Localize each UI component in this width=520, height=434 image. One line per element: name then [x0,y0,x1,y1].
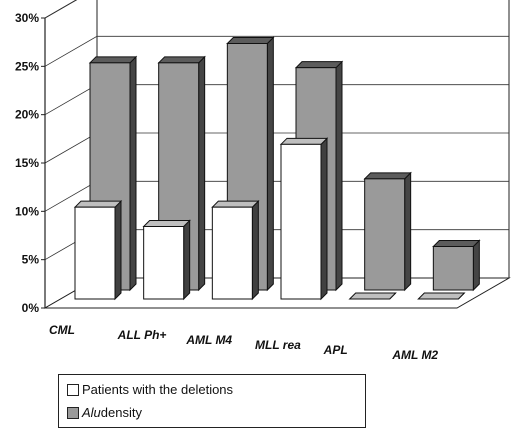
x-category-label: APL [323,343,348,357]
bar-alu-density-side [266,36,274,292]
bar-alu-density [432,246,474,291]
bar-patients-deletions-top [348,292,397,300]
bar-patients-deletions-top [211,200,260,208]
x-category-label: CML [49,323,75,337]
bar-patients-deletions-top [142,220,191,227]
x-category-label: AML M4 [185,333,232,347]
legend-item-patients: Patients with the deletions [67,382,233,397]
y-tick-label: 15% [15,156,39,170]
bar-alu-density-top [157,56,206,64]
chart-legend: Patients with the deletions Alu density [58,374,366,428]
gridline [44,35,509,67]
bar-alu-density [364,178,406,291]
bar-patients-deletions-side [251,199,259,301]
bar-patients-deletions-side [183,219,191,301]
bar-patients-deletions-side [114,199,122,301]
x-category-label: MLL rea [255,338,301,352]
bar-alu-density-side [198,55,206,292]
bar-alu-density-top [88,56,138,64]
bar-alu-density-top [294,61,344,69]
bar-patients-deletions-top [279,137,329,145]
legend-item-alu: Alu density [67,405,142,420]
bar-alu-density-side [129,55,137,292]
bar-patients-deletions [143,226,185,300]
y-tick-label: 0% [22,301,40,315]
bar-alu-density-side [472,239,480,292]
y-tick-label: 25% [15,59,39,73]
legend-label-alu-suffix: density [100,405,142,420]
x-category-label: ALL Ph+ [117,328,167,342]
bar-alu-density-side [404,171,412,292]
legend-swatch-gray [67,406,79,419]
bar-alu-density-top [363,172,412,180]
bar-patients-deletions [74,206,116,300]
bar-alu-density-top [432,240,481,247]
bar-patients-deletions-top [73,200,123,208]
bar-alu-density-side [335,60,343,292]
gridline [44,0,78,19]
y-tick-label: 30% [15,11,39,25]
bar-patients-deletions-side [320,137,328,301]
y-tick-label: 10% [15,204,39,218]
legend-swatch-white [67,383,79,396]
x-category-label: AML M2 [391,348,438,362]
bar-patients-deletions-top [417,292,466,300]
bar-alu-density-top [226,37,275,44]
bar-patients-deletions [280,143,322,300]
legend-label-alu-italic: Alu [82,405,101,420]
legend-label-patients: Patients with the deletions [82,382,234,397]
y-tick-label: 20% [15,108,39,122]
y-tick-label: 5% [22,253,40,267]
bar-patients-deletions [211,206,253,300]
